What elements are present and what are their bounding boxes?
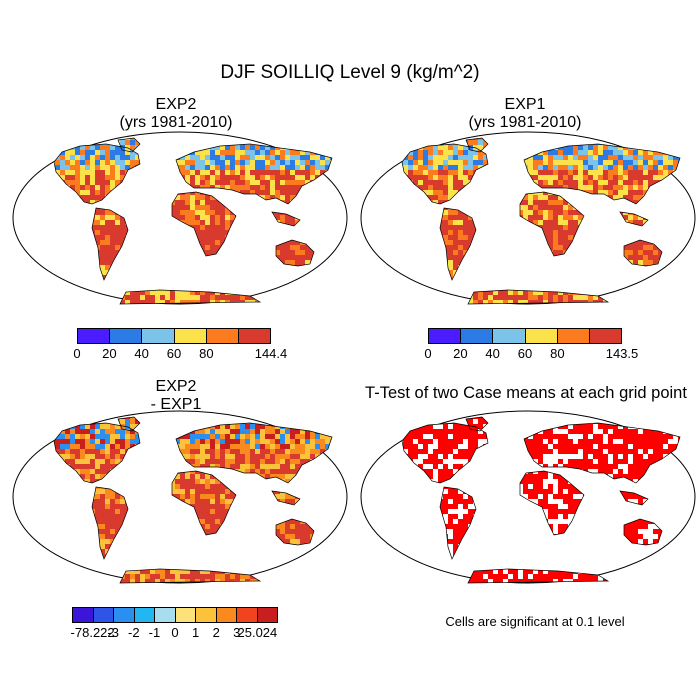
exp1-colorbar-tick: 40 bbox=[485, 346, 500, 361]
exp1-colorbar-swatch bbox=[589, 329, 622, 343]
exp1-colorbar-tick: 60 bbox=[517, 346, 533, 361]
panel-exp1-title-line2: (yrs 1981-2010) bbox=[468, 114, 582, 131]
diff-colorbar-tick: -1 bbox=[148, 625, 161, 640]
panel-exp2-title-line2: (yrs 1981-2010) bbox=[119, 114, 233, 131]
ttest-coastline bbox=[519, 470, 585, 536]
diff-colorbar-swatch bbox=[114, 608, 135, 622]
diff-colorbar-tick: 1 bbox=[191, 625, 200, 640]
exp1-colorbar-tick: 0 bbox=[424, 346, 432, 361]
diff-colorbar-swatch bbox=[175, 608, 196, 622]
diff-colorbar-tick: -78.222 bbox=[70, 625, 115, 640]
diff-colorbar-tick: 0 bbox=[171, 625, 179, 640]
ttest-coastline bbox=[619, 490, 649, 506]
exp2-coastline bbox=[275, 239, 315, 267]
diff-colorbar-tick: 25.024 bbox=[237, 625, 278, 640]
exp1-coastline bbox=[439, 207, 477, 281]
ttest-coastline bbox=[439, 486, 477, 560]
diff-colorbar-tick: 3 bbox=[233, 625, 241, 640]
exp2-colorbar-swatch bbox=[110, 329, 143, 343]
diff-colorbar-swatch bbox=[93, 608, 114, 622]
exp1-colorbar-swatch bbox=[493, 329, 526, 343]
diff-colorbar-swatch bbox=[196, 608, 217, 622]
exp1-coastline bbox=[519, 191, 585, 257]
diff-colorbar-swatch bbox=[134, 608, 155, 622]
exp2-colorbar-tick: 144.4 bbox=[254, 346, 288, 361]
diff-coastline bbox=[91, 486, 129, 560]
exp1-coastline bbox=[523, 143, 681, 205]
exp1-colorbar-swatch bbox=[461, 329, 494, 343]
panel-exp1-title-line1: EXP1 bbox=[504, 96, 546, 113]
diff-coastline bbox=[119, 568, 262, 584]
exp2-colorbar-tick: 80 bbox=[199, 346, 214, 361]
panel-diff-title: EXP2 - EXP1 bbox=[76, 378, 276, 414]
diff-colorbar-swatch bbox=[73, 608, 94, 622]
exp2-colorbar-swatch bbox=[174, 329, 207, 343]
panel-exp2-title-line1: EXP2 bbox=[155, 96, 197, 113]
ttest-coastline bbox=[623, 518, 663, 546]
exp2-coastline bbox=[271, 211, 301, 227]
exp1-colorbar-tick: 80 bbox=[550, 346, 565, 361]
exp2-coastline bbox=[117, 137, 141, 153]
diff-colorbar-swatch bbox=[155, 608, 176, 622]
exp1-colorbar-tick: 143.5 bbox=[605, 346, 639, 361]
ttest-coastline bbox=[467, 568, 610, 584]
exp1-coastline bbox=[619, 211, 649, 227]
diff-coastline bbox=[175, 422, 333, 484]
exp2-colorbar-ticks: 0 20 40 60 80 144.4 bbox=[73, 346, 287, 362]
diff-colorbar-tick: 2 bbox=[212, 625, 220, 640]
ttest-coastline bbox=[465, 416, 489, 432]
exp2-coastline bbox=[119, 289, 262, 305]
exp2-colorbar-swatch bbox=[206, 329, 239, 343]
panel-exp2-title: EXP2 (yrs 1981-2010) bbox=[76, 96, 276, 132]
exp2-coastline bbox=[91, 207, 129, 281]
exp1-colorbar-swatch bbox=[429, 329, 462, 343]
exp1-coastline bbox=[465, 137, 489, 153]
diff-colorbar-ticks: -78.222 -3 -2 -1 0 1 2 3 25.024 bbox=[70, 625, 278, 641]
exp1-colorbar-tick: 20 bbox=[453, 346, 468, 361]
figure-title: DJF SOILLIQ Level 9 (kg/m^2) bbox=[220, 62, 480, 83]
exp2-colorbar bbox=[77, 328, 271, 344]
exp2-colorbar-tick: 60 bbox=[166, 346, 182, 361]
diff-colorbar-tick: -2 bbox=[128, 625, 140, 640]
diff-coastline bbox=[171, 470, 237, 536]
exp2-colorbar-swatch bbox=[238, 329, 271, 343]
exp1-coastline bbox=[467, 289, 610, 305]
exp1-colorbar-swatch bbox=[525, 329, 558, 343]
ttest-coastline bbox=[523, 422, 681, 484]
diff-colorbar-tick: -3 bbox=[107, 625, 119, 640]
diff-coastline bbox=[117, 416, 141, 432]
exp2-colorbar-tick: 40 bbox=[134, 346, 149, 361]
exp2-coastline bbox=[175, 143, 333, 205]
exp1-map bbox=[360, 131, 696, 305]
exp2-map bbox=[12, 131, 348, 305]
exp2-colorbar-swatch bbox=[142, 329, 175, 343]
significance-note: Cells are significant at 0.1 level bbox=[445, 614, 625, 629]
diff-map bbox=[12, 410, 348, 584]
exp1-colorbar-swatch bbox=[557, 329, 590, 343]
panel-diff-title-line2: - EXP1 bbox=[150, 396, 202, 413]
exp2-coastline bbox=[171, 191, 237, 257]
exp2-colorbar-tick: 20 bbox=[102, 346, 117, 361]
ttest-map bbox=[360, 410, 696, 584]
diff-colorbar-swatch bbox=[257, 608, 277, 622]
diff-colorbar-swatch bbox=[216, 608, 237, 622]
diff-colorbar-swatch bbox=[237, 608, 258, 622]
exp1-colorbar-ticks: 0 20 40 60 80 143.5 bbox=[424, 346, 638, 362]
exp2-colorbar-swatch bbox=[78, 329, 111, 343]
exp1-coastline bbox=[623, 239, 663, 267]
panel-diff-title-line1: EXP2 bbox=[155, 378, 197, 395]
panel-ttest-title: T-Test of two Case means at each grid po… bbox=[365, 384, 687, 402]
diff-coastline bbox=[271, 490, 301, 506]
exp1-colorbar bbox=[428, 328, 622, 344]
diff-coastline bbox=[275, 518, 315, 546]
panel-exp1-title: EXP1 (yrs 1981-2010) bbox=[425, 96, 625, 132]
exp2-colorbar-tick: 0 bbox=[73, 346, 81, 361]
diff-colorbar bbox=[72, 607, 278, 623]
